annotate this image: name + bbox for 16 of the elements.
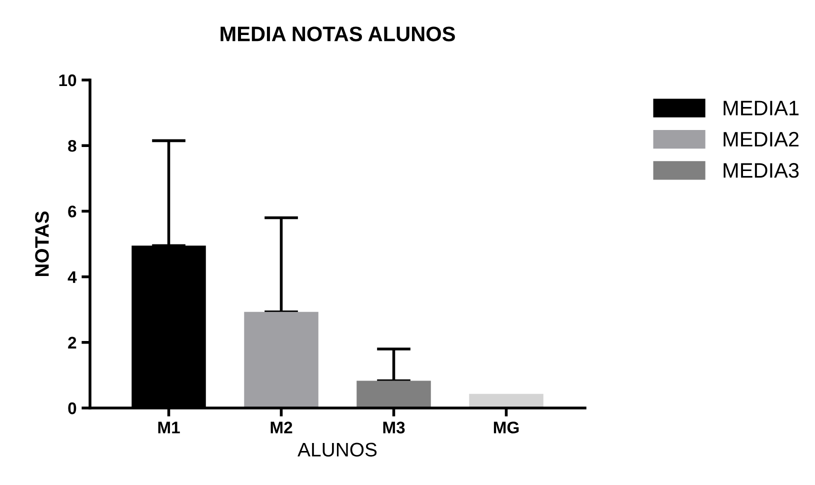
legend-label: MEDIA2 <box>724 132 799 146</box>
x-tick-label: M1 <box>158 422 180 434</box>
x-axis-title: ALUNOS <box>298 442 377 457</box>
y-tick-label: 8 <box>68 140 76 152</box>
chart-title: MEDIA NOTAS ALUNOS <box>220 26 455 42</box>
x-tick-label: M3 <box>383 422 405 434</box>
y-tick-label: 4 <box>68 271 77 283</box>
legend-label: MEDIA1 <box>724 100 799 116</box>
y-tick-label: 0 <box>68 402 76 414</box>
legend-label: MEDIA3 <box>724 163 799 178</box>
y-tick-label: 2 <box>68 336 76 348</box>
y-tick-label: 10 <box>59 74 76 86</box>
y-tick-label: 6 <box>68 206 76 218</box>
x-tick-label: M2 <box>270 422 292 434</box>
x-tick-label: MG <box>494 422 519 434</box>
y-axis-title: NOTAS <box>35 211 49 276</box>
